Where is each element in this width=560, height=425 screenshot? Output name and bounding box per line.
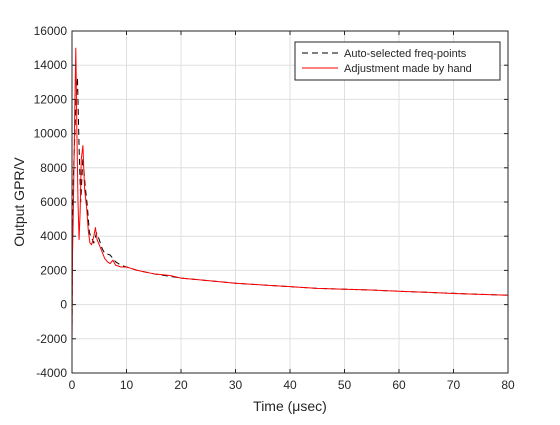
legend: Auto-selected freq-points Adjustment mad… xyxy=(294,41,501,81)
y-tick-label: 4000 xyxy=(40,229,67,243)
y-tick-label: -2000 xyxy=(36,332,67,346)
y-tick-label: 0 xyxy=(60,298,67,312)
ticks: 0 10 20 30 40 50 60 70 80 -4000 -2000 0 2000 4000 6000… xyxy=(34,24,515,392)
series-layer xyxy=(71,47,509,346)
y-tick-label: 6000 xyxy=(40,195,67,209)
x-tick-label: 60 xyxy=(392,378,406,392)
x-tick-label: 0 xyxy=(69,378,76,392)
x-tick-label: 20 xyxy=(174,378,188,392)
x-tick-label: 80 xyxy=(501,378,515,392)
series-line-adjustment xyxy=(71,47,509,346)
y-tick-label: 10000 xyxy=(34,127,68,141)
y-tick-label: 2000 xyxy=(40,263,67,277)
y-tick-label: 16000 xyxy=(34,24,68,38)
legend-box xyxy=(294,41,501,81)
x-tick-label: 50 xyxy=(338,378,352,392)
x-tick-label: 40 xyxy=(283,378,297,392)
legend-entry-auto-selected: Auto-selected freq-points xyxy=(344,48,467,60)
x-tick-label: 70 xyxy=(447,378,461,392)
y-tick-label: 12000 xyxy=(34,92,68,106)
x-tick-label: 30 xyxy=(229,378,243,392)
y-axis-label: Output GPR/V xyxy=(11,157,27,247)
x-tick-label: 10 xyxy=(120,378,134,392)
y-tick-label: 14000 xyxy=(34,58,68,72)
legend-entry-adjustment: Adjustment made by hand xyxy=(344,63,472,75)
x-axis-label: Time (μsec) xyxy=(253,398,327,414)
y-tick-label: 8000 xyxy=(40,161,67,175)
y-tick-label: -4000 xyxy=(36,366,67,380)
